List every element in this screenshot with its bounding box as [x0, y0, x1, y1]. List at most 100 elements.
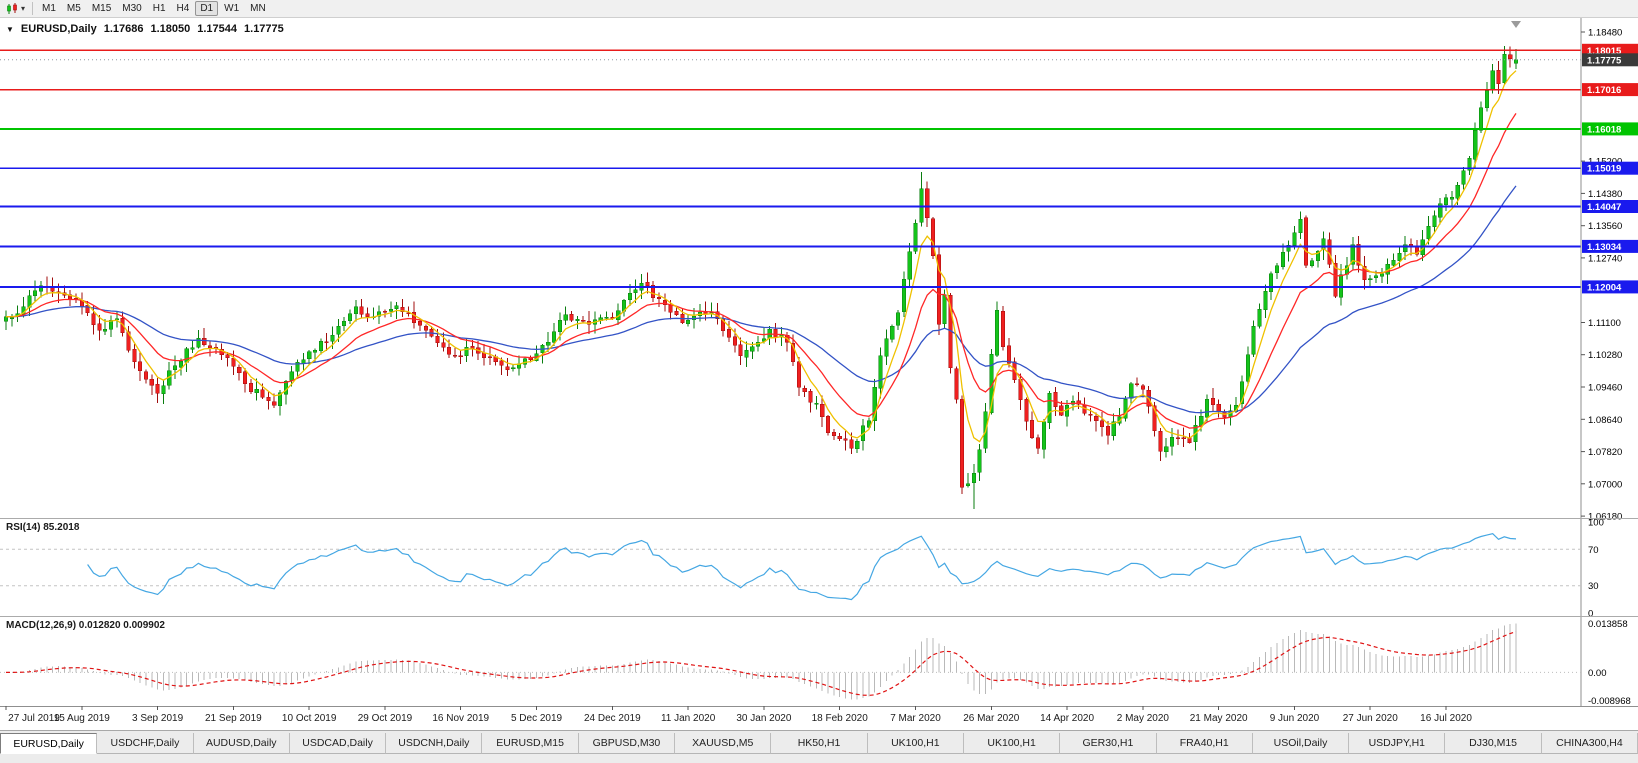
price-axis[interactable]: 1.184801.152001.143801.135601.127401.111…: [1581, 28, 1631, 707]
timeframe-button-h1[interactable]: H1: [152, 3, 166, 14]
timeframe-button-m5[interactable]: M5: [66, 3, 81, 14]
rsi-line: [87, 533, 1517, 601]
svg-text:0.013858: 0.013858: [1588, 619, 1628, 630]
svg-text:1.13034: 1.13034: [1587, 242, 1622, 253]
svg-text:1.09460: 1.09460: [1588, 383, 1622, 394]
timeframe-button-h4[interactable]: H4: [176, 3, 190, 14]
ohlc-close: 1.17775: [244, 23, 284, 35]
svg-text:2 May 2020: 2 May 2020: [1117, 713, 1170, 724]
chart-tab-usdcad-daily[interactable]: USDCAD,Daily: [289, 733, 387, 754]
svg-text:1.15019: 1.15019: [1587, 164, 1621, 175]
chart-canvas[interactable]: 1.184801.152001.143801.135601.127401.111…: [0, 18, 1638, 730]
svg-text:70: 70: [1588, 545, 1599, 556]
chart-symbol-period: EURUSD,Daily: [20, 23, 97, 35]
chart-tab-audusd-daily[interactable]: AUDUSD,Daily: [193, 733, 290, 754]
ohlc-high: 1.18050: [150, 23, 191, 35]
svg-text:1.17016: 1.17016: [1587, 85, 1621, 96]
svg-text:21 May 2020: 21 May 2020: [1190, 713, 1248, 724]
svg-text:0: 0: [1588, 609, 1593, 620]
svg-text:3 Sep 2019: 3 Sep 2019: [132, 713, 184, 724]
svg-text:1.17775: 1.17775: [1587, 55, 1622, 66]
svg-text:1.14380: 1.14380: [1588, 189, 1622, 200]
chart-tab-usdcnh-daily[interactable]: USDCNH,Daily: [386, 733, 483, 754]
svg-text:1.16018: 1.16018: [1587, 124, 1621, 135]
timeframe-button-mn[interactable]: MN: [250, 3, 266, 14]
chart-tab-eurusd-daily[interactable]: EURUSD,Daily: [0, 733, 98, 754]
svg-text:24 Dec 2019: 24 Dec 2019: [584, 713, 641, 724]
mid-ma-red: [5, 113, 1517, 429]
svg-text:100: 100: [1588, 518, 1604, 529]
svg-text:29 Oct 2019: 29 Oct 2019: [358, 713, 413, 724]
svg-text:1.18480: 1.18480: [1588, 28, 1622, 39]
price-line-label: 1.15019: [1582, 161, 1638, 175]
ohlc-open: 1.17686: [103, 23, 144, 35]
chart-tab-usdjpy-h1[interactable]: USDJPY,H1: [1349, 733, 1446, 754]
chart-tab-dj30-m15[interactable]: DJ30,M15: [1445, 733, 1542, 754]
svg-text:1.13560: 1.13560: [1588, 221, 1622, 232]
svg-text:1.12740: 1.12740: [1588, 253, 1622, 264]
timeframe-button-m15[interactable]: M15: [91, 3, 112, 14]
svg-text:1.06180: 1.06180: [1588, 512, 1622, 523]
svg-text:1.14047: 1.14047: [1587, 202, 1621, 213]
chart-type-button[interactable]: ▾: [3, 1, 28, 17]
price-line-label: 1.17775: [1582, 53, 1638, 67]
svg-text:0.00: 0.00: [1588, 668, 1607, 679]
svg-text:16 Nov 2019: 16 Nov 2019: [432, 713, 489, 724]
horizontal-price-lines: [0, 49, 1581, 288]
svg-text:21 Sep 2019: 21 Sep 2019: [205, 713, 262, 724]
timeframe-button-m1[interactable]: M1: [42, 3, 56, 14]
chart-tab-uk100-h1[interactable]: UK100,H1: [963, 733, 1061, 754]
chart-tab-uk100-h1[interactable]: UK100,H1: [867, 733, 964, 754]
svg-text:18 Feb 2020: 18 Feb 2020: [812, 713, 869, 724]
chart-tab-usoil-daily[interactable]: USOil,Daily: [1252, 733, 1350, 754]
svg-text:30 Jan 2020: 30 Jan 2020: [736, 713, 791, 724]
candles-layer: [3, 46, 1519, 509]
chart-tab-usdchf-daily[interactable]: USDCHF,Daily: [97, 733, 194, 754]
timeframe-button-m30[interactable]: M30: [122, 3, 142, 14]
timeframe-toolbar: ▾ M1 M5 M15 M30 H1 H4 D1 W1 MN: [0, 0, 1638, 18]
toolbar-separator: [32, 2, 34, 15]
svg-text:1.07000: 1.07000: [1588, 479, 1622, 490]
svg-text:1.18015: 1.18015: [1587, 46, 1622, 57]
svg-text:1.07820: 1.07820: [1588, 447, 1622, 458]
chart-tab-ger30-h1[interactable]: GER30,H1: [1060, 733, 1157, 754]
chart-menu-icon[interactable]: ▼: [6, 24, 14, 34]
chart-tab-china300-h4[interactable]: CHINA300,H4: [1541, 733, 1638, 754]
svg-text:1.08640: 1.08640: [1588, 415, 1622, 426]
timeframe-buttons: M1 M5 M15 M30 H1 H4 D1 W1 MN: [37, 1, 271, 16]
svg-text:1.10280: 1.10280: [1588, 350, 1622, 361]
svg-text:9 Jun 2020: 9 Jun 2020: [1270, 713, 1320, 724]
svg-text:1.11100: 1.11100: [1588, 318, 1621, 329]
svg-text:5 Dec 2019: 5 Dec 2019: [511, 713, 563, 724]
chart-tab-fra40-h1[interactable]: FRA40,H1: [1156, 733, 1253, 754]
price-line-label: 1.13034: [1582, 239, 1638, 253]
svg-text:27 Jun 2020: 27 Jun 2020: [1343, 713, 1398, 724]
chart-tab-xauusd-m5[interactable]: XAUUSD,M5: [675, 733, 772, 754]
svg-text:1.12004: 1.12004: [1587, 282, 1622, 293]
svg-text:-0.008968: -0.008968: [1588, 696, 1631, 707]
chart-tab-gbpusd-m30[interactable]: GBPUSD,M30: [578, 733, 676, 754]
svg-text:26 Mar 2020: 26 Mar 2020: [963, 713, 1020, 724]
macd-histogram: [17, 623, 1517, 700]
price-line-label: 1.17016: [1582, 83, 1638, 96]
chevron-down-icon: ▾: [21, 3, 26, 13]
svg-text:15 Aug 2019: 15 Aug 2019: [54, 713, 111, 724]
svg-text:16 Jul 2020: 16 Jul 2020: [1420, 713, 1472, 724]
macd-signal-line: [6, 630, 1517, 697]
svg-text:7 Mar 2020: 7 Mar 2020: [890, 713, 941, 724]
chart-tab-bar: EURUSD,Daily USDCHF,Daily AUDUSD,Daily USDC…: [0, 730, 1638, 763]
candlestick-chart-icon: [7, 2, 17, 14]
rsi-indicator-label: RSI(14) 85.2018: [6, 522, 80, 533]
chart-ohlc-header: ▼ EURUSD,Daily 1.17686 1.18050 1.17544 1…: [6, 23, 284, 35]
svg-text:10 Oct 2019: 10 Oct 2019: [282, 713, 337, 724]
timeframe-button-w1[interactable]: W1: [224, 3, 240, 14]
chart-tab-eurusd-m15[interactable]: EURUSD,M15: [482, 733, 579, 754]
svg-text:11 Jan 2020: 11 Jan 2020: [661, 713, 716, 724]
price-line-label: 1.16018: [1582, 122, 1638, 135]
chart-tab-hk50-h1[interactable]: HK50,H1: [771, 733, 868, 754]
slow-ma-blue: [6, 185, 1517, 414]
chart-shift-marker-icon[interactable]: [1511, 21, 1521, 28]
timeframe-button-d1[interactable]: D1: [195, 1, 219, 16]
